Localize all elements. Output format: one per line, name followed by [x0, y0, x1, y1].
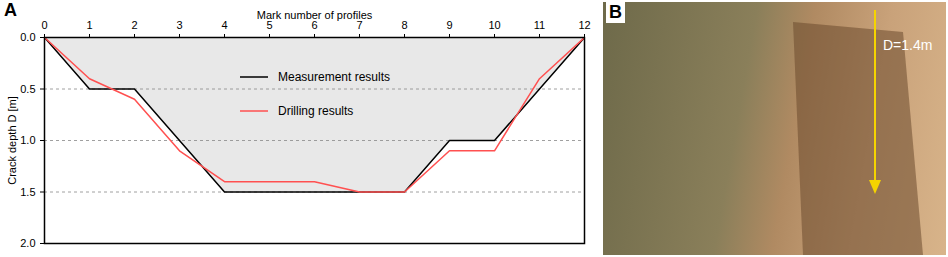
svg-text:0.5: 0.5 — [20, 83, 35, 95]
html-text:B: B — [609, 2, 622, 22]
svg-text:2: 2 — [131, 19, 137, 31]
svg-text:4: 4 — [221, 19, 227, 31]
svg-text:7: 7 — [356, 18, 363, 31]
svg-text:8: 8 — [401, 19, 407, 31]
svg-text:0.0: 0.0 — [20, 31, 35, 43]
html-text:Measurement results: Measurement results — [278, 70, 390, 84]
svg-text:9: 9 — [446, 19, 452, 31]
svg-text:10: 10 — [488, 19, 500, 31]
svg-text:Mark number of profiles: Mark number of profiles — [257, 9, 373, 21]
svg-text:1.5: 1.5 — [20, 186, 35, 198]
html-text:Drilling results: Drilling results — [278, 104, 354, 118]
svg-text:1: 1 — [86, 19, 92, 31]
svg-text:3: 3 — [176, 19, 182, 31]
svg-text:5: 5 — [266, 18, 273, 31]
svg-text:6: 6 — [311, 18, 318, 31]
svg-text:1.0: 1.0 — [20, 134, 35, 146]
svg-text:Crack depth D [m]: Crack depth D [m] — [6, 96, 18, 185]
html-text:A: A — [4, 0, 17, 20]
svg-text:2.0: 2.0 — [20, 237, 35, 249]
svg-text:12: 12 — [578, 19, 590, 31]
svg-text:11: 11 — [534, 19, 545, 31]
svg-text:D=1.4m: D=1.4m — [883, 37, 932, 53]
svg-text:0: 0 — [41, 19, 47, 31]
